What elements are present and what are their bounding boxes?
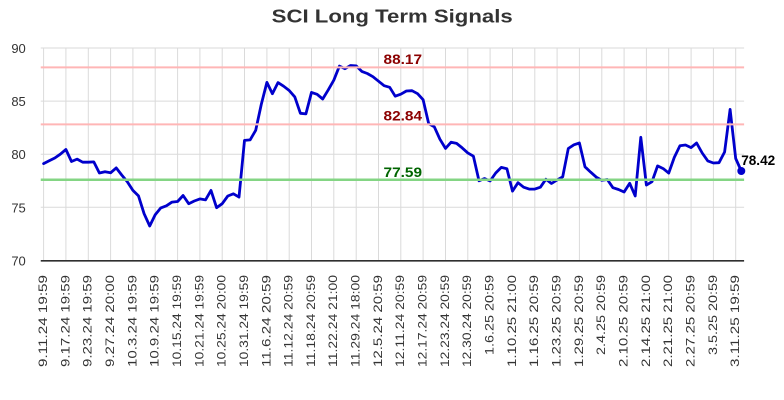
svg-text:11.18.24 20:59: 11.18.24 20:59 xyxy=(304,275,318,367)
svg-text:70: 70 xyxy=(11,254,25,269)
svg-text:1.23.25 20:59: 1.23.25 20:59 xyxy=(550,275,564,367)
svg-text:10.21.24 19:59: 10.21.24 19:59 xyxy=(192,275,206,367)
svg-text:12.23.24 20:59: 12.23.24 20:59 xyxy=(438,275,452,367)
svg-text:12.30.24 20:59: 12.30.24 20:59 xyxy=(460,275,474,367)
svg-text:1.29.25 20:59: 1.29.25 20:59 xyxy=(572,275,586,367)
svg-text:85: 85 xyxy=(11,94,25,109)
svg-text:SCI Long Term Signals: SCI Long Term Signals xyxy=(272,5,513,26)
svg-text:90: 90 xyxy=(11,41,25,56)
svg-text:9.11.24 19:59: 9.11.24 19:59 xyxy=(36,275,50,367)
svg-text:2.21.25 21:00: 2.21.25 21:00 xyxy=(661,275,675,367)
svg-text:77.59: 77.59 xyxy=(384,164,423,180)
svg-text:12.5.24 20:59: 12.5.24 20:59 xyxy=(371,275,385,367)
svg-text:1.10.25 21:00: 1.10.25 21:00 xyxy=(505,275,519,367)
svg-text:78.42: 78.42 xyxy=(741,152,775,168)
svg-text:82.84: 82.84 xyxy=(384,107,423,123)
svg-text:11.12.24 20:59: 11.12.24 20:59 xyxy=(282,275,296,367)
svg-text:11.6.24 20:59: 11.6.24 20:59 xyxy=(259,275,273,367)
svg-text:10.25.24 20:00: 10.25.24 20:00 xyxy=(215,275,229,367)
svg-text:2.4.25 20:59: 2.4.25 20:59 xyxy=(594,275,608,355)
svg-text:2.27.25 20:59: 2.27.25 20:59 xyxy=(684,275,698,367)
svg-text:12.17.24 20:59: 12.17.24 20:59 xyxy=(416,275,430,367)
svg-text:2.10.25 20:59: 2.10.25 20:59 xyxy=(617,275,631,367)
svg-text:3.11.25 19:59: 3.11.25 19:59 xyxy=(728,275,742,367)
svg-text:10.3.24 19:59: 10.3.24 19:59 xyxy=(125,275,139,367)
svg-text:80: 80 xyxy=(11,147,25,162)
svg-text:9.17.24 19:59: 9.17.24 19:59 xyxy=(58,275,72,367)
svg-text:75: 75 xyxy=(11,200,25,215)
svg-text:2.14.25 21:00: 2.14.25 21:00 xyxy=(639,275,653,367)
svg-text:1.16.25 20:59: 1.16.25 20:59 xyxy=(527,275,541,367)
svg-text:9.23.24 19:59: 9.23.24 19:59 xyxy=(81,275,95,367)
svg-text:10.15.24 19:59: 10.15.24 19:59 xyxy=(170,275,184,367)
svg-text:9.27.24 20:00: 9.27.24 20:00 xyxy=(103,275,117,367)
svg-text:3.5.25 20:59: 3.5.25 20:59 xyxy=(706,275,720,355)
svg-text:11.22.24 21:00: 11.22.24 21:00 xyxy=(326,275,340,367)
svg-text:11.29.24 18:00: 11.29.24 18:00 xyxy=(349,275,363,367)
svg-text:10.31.24 19:59: 10.31.24 19:59 xyxy=(237,275,251,367)
svg-text:12.11.24 20:59: 12.11.24 20:59 xyxy=(393,275,407,367)
svg-text:1.6.25 20:59: 1.6.25 20:59 xyxy=(483,275,497,355)
svg-text:10.9.24 19:59: 10.9.24 19:59 xyxy=(148,275,162,367)
svg-text:88.17: 88.17 xyxy=(384,51,423,67)
